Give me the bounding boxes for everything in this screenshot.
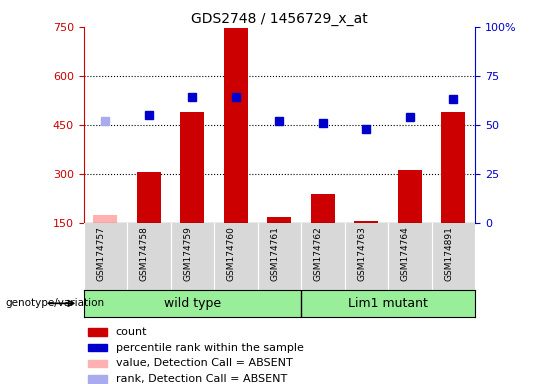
Bar: [137, 172, 161, 223]
Text: GSM174763: GSM174763: [357, 226, 367, 281]
Bar: [442, 112, 465, 223]
Text: value, Detection Call = ABSENT: value, Detection Call = ABSENT: [116, 358, 292, 368]
Text: GSM174764: GSM174764: [401, 226, 410, 281]
Text: GSM174758: GSM174758: [140, 226, 149, 281]
Text: GSM174760: GSM174760: [227, 226, 236, 281]
Bar: [224, 28, 248, 223]
Bar: [88, 359, 106, 367]
Text: GSM174759: GSM174759: [184, 226, 192, 281]
Text: GSM174757: GSM174757: [97, 226, 105, 281]
Bar: [93, 215, 117, 223]
Text: Lim1 mutant: Lim1 mutant: [348, 297, 428, 310]
Text: genotype/variation: genotype/variation: [5, 298, 105, 308]
Bar: [267, 217, 292, 223]
Text: GSM174891: GSM174891: [444, 226, 454, 281]
Text: count: count: [116, 327, 147, 337]
Bar: [311, 194, 335, 223]
Bar: [354, 221, 379, 223]
Text: GSM174761: GSM174761: [271, 226, 280, 281]
Text: wild type: wild type: [164, 297, 221, 310]
Bar: [88, 328, 106, 336]
Bar: [398, 170, 422, 223]
Bar: [88, 344, 106, 351]
Text: percentile rank within the sample: percentile rank within the sample: [116, 343, 303, 353]
Text: GSM174762: GSM174762: [314, 226, 323, 281]
Bar: [88, 376, 106, 383]
Text: rank, Detection Call = ABSENT: rank, Detection Call = ABSENT: [116, 374, 287, 384]
Bar: [180, 112, 205, 223]
Title: GDS2748 / 1456729_x_at: GDS2748 / 1456729_x_at: [191, 12, 368, 26]
